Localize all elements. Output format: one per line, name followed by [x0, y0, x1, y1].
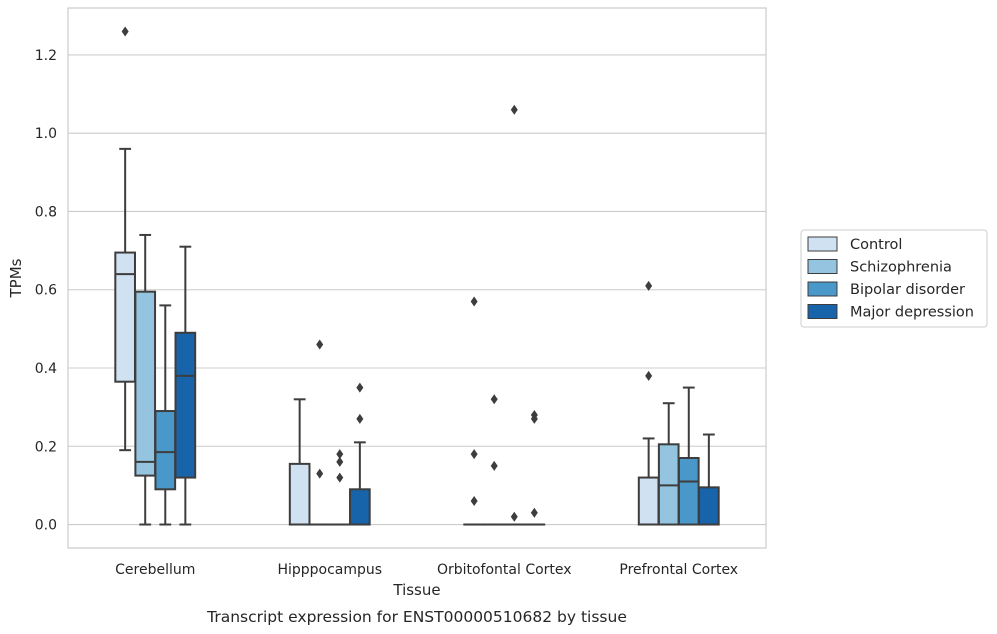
outlier-point	[356, 382, 364, 393]
y-tick-label: 0.6	[35, 283, 57, 299]
outlier-point	[470, 449, 478, 460]
y-tick-label: 1.2	[35, 48, 57, 64]
outlier-point	[470, 296, 478, 307]
outlier-point	[316, 339, 324, 350]
y-tick-label: 0.8	[35, 204, 57, 220]
x-tick-label: Orbitofontal Cortex	[437, 562, 572, 578]
y-axis-label: TPMs	[7, 258, 25, 298]
plot-frame	[67, 7, 767, 549]
outlier-point	[470, 496, 478, 507]
legend-frame	[800, 229, 988, 328]
legend-swatch	[807, 236, 838, 252]
x-tick-label: Cerebellum	[115, 562, 195, 578]
iqr-box	[154, 410, 177, 491]
x-tick-labels: Cerebellum Hipppocampus Orbitofontal Corte…	[115, 562, 738, 578]
iqr-box	[637, 476, 660, 526]
legend: Control Schizophrenia Bipolar disorder Majo…	[800, 229, 988, 328]
outlier-point	[510, 511, 518, 522]
box-bipolar-disorder	[677, 386, 700, 526]
outlier-point	[121, 26, 129, 37]
box-schizophrenia	[483, 394, 506, 526]
legend-label: Schizophrenia	[850, 260, 952, 276]
box-major-depression	[174, 245, 197, 526]
x-axis-label: Tissue	[392, 581, 440, 599]
outlier-point	[490, 394, 498, 405]
box-bipolar-disorder	[154, 304, 177, 526]
legend-swatch	[807, 304, 838, 319]
y-tick-label: 0.0	[35, 518, 57, 534]
iqr-box	[349, 488, 371, 526]
outlier-point	[510, 104, 518, 115]
y-tick-label: 0.2	[35, 439, 57, 455]
iqr-box	[134, 290, 157, 477]
iqr-box	[677, 457, 700, 526]
outlier-point	[356, 413, 364, 424]
box-schizophrenia	[134, 233, 157, 526]
outlier-point	[336, 472, 344, 483]
y-tick-label: 0.4	[35, 361, 57, 377]
legend-swatch	[807, 281, 838, 297]
iqr-box	[114, 251, 136, 383]
outlier-point	[336, 449, 344, 460]
iqr-box	[174, 331, 197, 479]
box-groups	[114, 26, 720, 526]
x-tick-label: Prefrontal Cortex	[619, 562, 738, 578]
box-major-depression	[698, 433, 720, 526]
legend-swatch	[807, 259, 838, 274]
legend-label: Major depression	[850, 305, 974, 321]
iqr-box	[698, 486, 720, 526]
outlier-point	[316, 468, 324, 479]
y-tick-labels: 0.0 0.2 0.4 0.6 0.8 1.0 1.2	[35, 48, 57, 534]
box-major-depression	[349, 382, 371, 526]
chart-caption: Transcript expression for ENST0000051068…	[206, 608, 627, 626]
box-bipolar-disorder	[328, 449, 351, 526]
outlier-point	[530, 507, 538, 518]
outlier-point	[645, 280, 653, 291]
box-control	[463, 296, 485, 526]
box-schizophrenia	[308, 339, 331, 526]
x-tick-label: Hipppocampus	[277, 562, 382, 578]
legend-label: Control	[850, 237, 902, 253]
outlier-point	[336, 456, 344, 467]
outlier-point	[645, 370, 653, 381]
legend-label: Bipolar disorder	[850, 282, 965, 298]
iqr-box	[288, 462, 311, 526]
outlier-point	[490, 460, 498, 471]
y-tick-label: 1.0	[35, 126, 57, 142]
outlier-point	[530, 413, 538, 424]
box-major-depression	[523, 409, 546, 526]
box-control	[288, 398, 311, 526]
